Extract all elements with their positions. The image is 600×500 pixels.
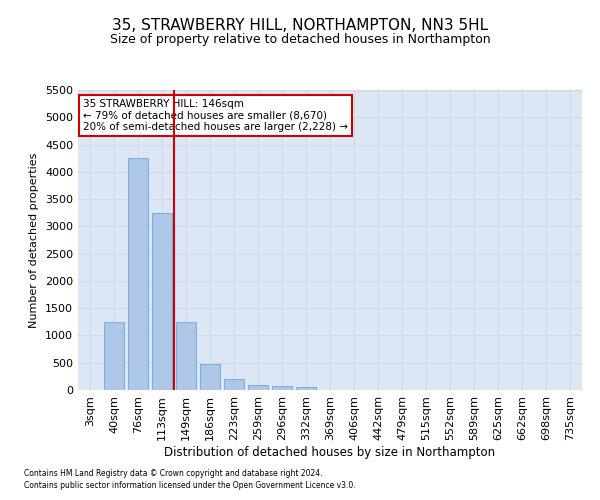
Bar	[272, 386, 292, 390]
Y-axis label: Number of detached properties: Number of detached properties	[29, 152, 40, 328]
Bar	[296, 388, 316, 390]
Text: Contains HM Land Registry data © Crown copyright and database right 2024.: Contains HM Land Registry data © Crown c…	[24, 468, 323, 477]
Bar	[152, 212, 172, 390]
Bar	[104, 322, 124, 390]
Text: Size of property relative to detached houses in Northampton: Size of property relative to detached ho…	[110, 32, 490, 46]
Bar	[200, 364, 220, 390]
Bar	[224, 379, 244, 390]
Text: 35 STRAWBERRY HILL: 146sqm
← 79% of detached houses are smaller (8,670)
20% of s: 35 STRAWBERRY HILL: 146sqm ← 79% of deta…	[83, 99, 348, 132]
Text: Contains public sector information licensed under the Open Government Licence v3: Contains public sector information licen…	[24, 481, 356, 490]
Text: 35, STRAWBERRY HILL, NORTHAMPTON, NN3 5HL: 35, STRAWBERRY HILL, NORTHAMPTON, NN3 5H…	[112, 18, 488, 32]
Bar	[248, 384, 268, 390]
Bar	[176, 322, 196, 390]
Bar	[128, 158, 148, 390]
X-axis label: Distribution of detached houses by size in Northampton: Distribution of detached houses by size …	[164, 446, 496, 458]
